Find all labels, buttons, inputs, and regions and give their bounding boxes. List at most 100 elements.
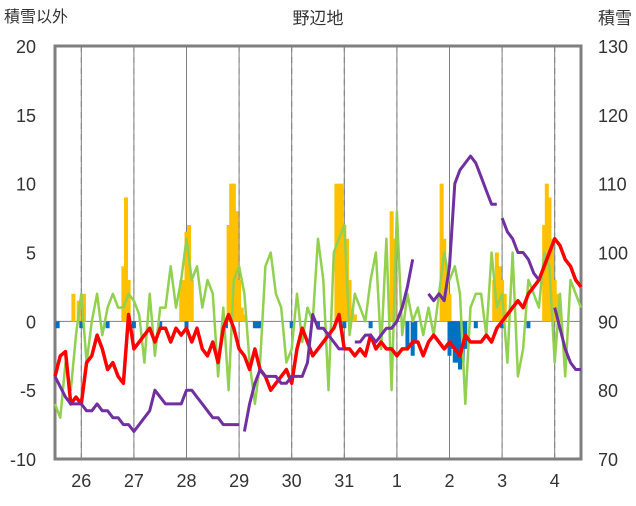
snowfall-bar xyxy=(439,183,444,322)
snowfall-bar xyxy=(444,266,449,322)
negative-bar xyxy=(405,321,410,349)
x-tick-label: 4 xyxy=(550,471,560,491)
purple-series-line xyxy=(553,307,581,371)
left-tick-label: 0 xyxy=(26,312,36,332)
left-tick-label: -10 xyxy=(10,450,36,470)
snowfall-bar xyxy=(71,293,76,322)
snowfall-bar xyxy=(502,293,507,322)
red-series-line xyxy=(53,236,583,406)
negative-bar xyxy=(455,321,460,363)
left-tick-label: -5 xyxy=(20,381,36,401)
snowfall-bar xyxy=(337,183,342,322)
negative-bar xyxy=(289,321,294,329)
x-tick-label: 2 xyxy=(444,471,454,491)
right-tick-label: 90 xyxy=(598,312,618,332)
purple-series-line xyxy=(427,154,497,303)
x-tick-label: 27 xyxy=(124,471,144,491)
plot-frame xyxy=(53,44,583,461)
snowfall-bar xyxy=(126,280,131,322)
snowfall-bar xyxy=(552,280,557,322)
snowfall-bar xyxy=(347,280,352,322)
snowfall-bar xyxy=(184,231,189,322)
x-tick-label: 1 xyxy=(392,471,402,491)
negative-bar xyxy=(252,321,257,329)
left-tick-label: 10 xyxy=(16,175,36,195)
snowfall-bar xyxy=(179,280,184,322)
snowfall-bar xyxy=(121,266,126,322)
snowfall-bar xyxy=(237,280,242,322)
snowfall-bar xyxy=(181,280,186,322)
negative-bar xyxy=(158,321,163,329)
snowfall-bar xyxy=(492,280,497,322)
snowfall-bar xyxy=(447,293,452,322)
snowfall-bar xyxy=(187,224,192,322)
snowfall-bar xyxy=(124,197,129,322)
negative-bar xyxy=(410,321,415,356)
snowfall-bar xyxy=(494,252,499,322)
snowfall-bar xyxy=(189,280,194,322)
snowfall-bar xyxy=(544,183,549,322)
green-series-line xyxy=(53,209,583,419)
snowfall-bar xyxy=(242,314,247,322)
purple-series-line xyxy=(53,375,240,433)
snowfall-bar xyxy=(547,197,552,322)
snowfall-bar xyxy=(234,211,239,322)
right-tick-label: 100 xyxy=(598,244,628,264)
chart-title: 野辺地 xyxy=(293,9,344,28)
x-tick-label: 3 xyxy=(497,471,507,491)
negative-bar xyxy=(413,321,418,342)
x-tick-label: 28 xyxy=(176,471,196,491)
negative-bar xyxy=(79,321,84,329)
snowfall-bar xyxy=(226,224,231,322)
negative-bar xyxy=(255,321,260,329)
right-tick-label: 110 xyxy=(598,175,627,195)
snowfall-bar xyxy=(542,224,547,322)
left-tick-label: 15 xyxy=(16,106,36,126)
x-tick-label: 29 xyxy=(229,471,249,491)
snowfall-bar xyxy=(339,183,344,322)
purple-series-line xyxy=(242,313,345,432)
negative-bar xyxy=(342,321,347,329)
snowfall-bar xyxy=(550,238,555,322)
snowfall-bar xyxy=(334,183,339,322)
snowfall-bar xyxy=(81,293,86,322)
negative-bar xyxy=(131,321,136,329)
left-tick-label: 20 xyxy=(16,37,36,57)
snowfall-bar xyxy=(229,183,234,322)
x-tick-label: 30 xyxy=(282,471,302,491)
purple-series-line xyxy=(500,217,541,281)
snowfall-bar xyxy=(231,183,236,322)
left-tick-label: 5 xyxy=(26,244,36,264)
snowfall-bar xyxy=(352,314,357,322)
snowfall-bar xyxy=(555,293,560,322)
negative-bar xyxy=(368,321,373,329)
negative-bar xyxy=(258,321,263,329)
negative-bar xyxy=(105,321,110,329)
left-axis-title: 積雪以外 xyxy=(4,8,68,26)
negative-bar xyxy=(55,321,60,329)
negative-bar xyxy=(447,321,452,356)
negative-bar xyxy=(452,321,457,363)
snowfall-bar xyxy=(342,224,347,322)
snowfall-bar xyxy=(239,307,244,322)
snowfall-bar xyxy=(557,307,562,322)
purple-series-line xyxy=(354,259,415,344)
negative-bar xyxy=(450,321,455,349)
right-axis-title: 積雪 xyxy=(598,9,632,28)
right-tick-label: 70 xyxy=(598,450,618,470)
right-tick-label: 130 xyxy=(598,37,628,57)
negative-bar xyxy=(473,321,478,329)
x-tick-label: 31 xyxy=(334,471,354,491)
negative-bar xyxy=(526,321,531,329)
right-tick-label: 120 xyxy=(598,106,628,126)
negative-bar xyxy=(500,321,505,329)
negative-bar xyxy=(458,321,463,370)
snowfall-bar xyxy=(442,238,447,322)
snowfall-bar xyxy=(389,211,394,322)
negative-bar xyxy=(184,321,189,329)
right-tick-label: 80 xyxy=(598,381,618,401)
x-tick-label: 26 xyxy=(71,471,91,491)
snowfall-bar xyxy=(497,266,502,322)
